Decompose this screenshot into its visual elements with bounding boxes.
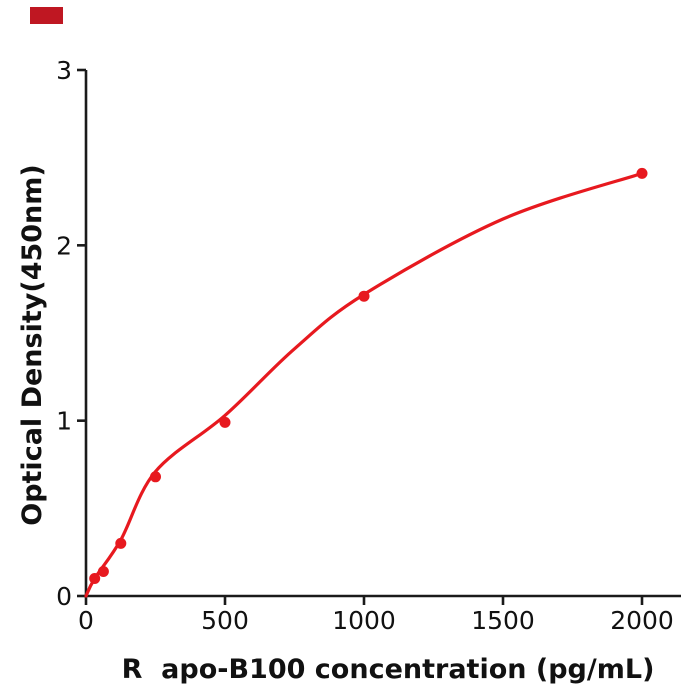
data-point: [150, 471, 161, 483]
y-axis: 0 1 2 3: [56, 56, 88, 611]
y-tick-label: 3: [56, 56, 72, 85]
data-point: [358, 290, 370, 302]
data-points: [89, 167, 648, 584]
x-tick-label: 500: [201, 606, 249, 635]
y-axis-ticks: 0 1 2 3: [56, 56, 86, 611]
data-point: [115, 537, 127, 549]
x-axis-ticks: 0 500 1000 1500 2000: [78, 596, 674, 635]
y-tick-label: 0: [56, 582, 72, 611]
x-tick-label: 1500: [471, 606, 535, 635]
fit-curve: [84, 171, 644, 598]
x-tick-label: 2000: [610, 606, 674, 635]
x-axis: 0 500 1000 1500 2000: [78, 594, 681, 635]
y-tick-label: 1: [56, 407, 72, 436]
x-tick-label: 0: [78, 606, 94, 635]
x-tick-label: 1000: [332, 606, 396, 635]
x-axis-title: R apo-B100 concentration (pg/mL): [122, 654, 655, 685]
data-point: [97, 566, 109, 577]
data-point: [89, 573, 101, 584]
red-logo-fragment: [30, 7, 63, 24]
data-point: [636, 167, 648, 179]
data-point: [219, 416, 231, 428]
y-axis-title: Optical Density(450nm): [17, 164, 48, 526]
y-tick-label: 2: [56, 231, 72, 260]
